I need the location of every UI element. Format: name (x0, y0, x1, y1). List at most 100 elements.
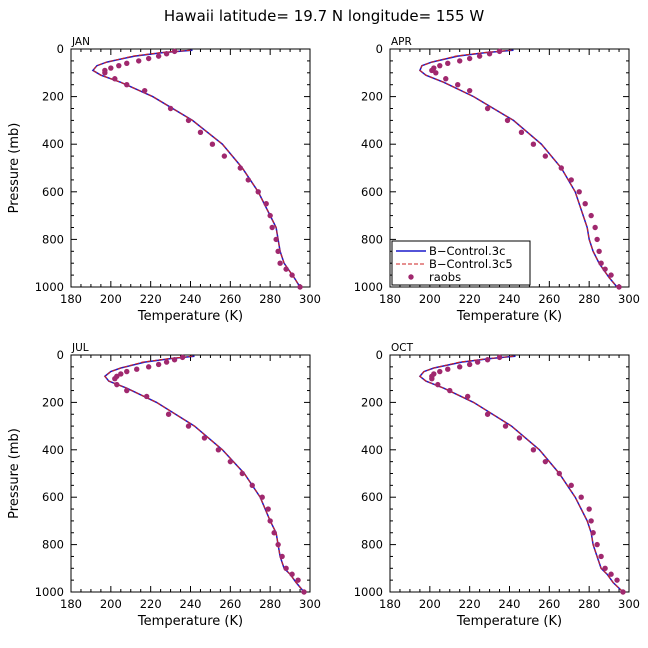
raobs-point (171, 48, 178, 55)
y-tick-label: 200 (361, 395, 383, 409)
raobs-point (185, 423, 192, 429)
raobs-point (484, 105, 491, 112)
raobs-point (269, 224, 275, 231)
raobs-point (588, 212, 594, 219)
raobs-point (124, 60, 130, 66)
y-tick-label: 600 (42, 490, 64, 504)
x-tick-label: 180 (379, 292, 401, 306)
figure-title: Hawaii latitude= 19.7 N longitude= 155 W (164, 7, 484, 25)
y-tick-label: 200 (42, 395, 64, 409)
x-tick-label: 280 (259, 597, 281, 611)
raobs-point (586, 506, 592, 512)
raobs-point (542, 153, 549, 159)
raobs-point (620, 589, 626, 595)
raobs-point (112, 76, 118, 82)
raobs-point (114, 381, 120, 388)
raobs-point (466, 87, 473, 94)
plot-frame (70, 354, 311, 593)
raobs-point (576, 189, 582, 195)
raobs-point (496, 48, 503, 55)
raobs-point (255, 189, 261, 195)
raobs-point (556, 470, 562, 477)
x-tick-label: 180 (60, 292, 82, 306)
raobs-point (179, 354, 186, 361)
y-tick-label: 200 (361, 90, 383, 104)
raobs-point (474, 359, 481, 365)
legend-raobs-marker (408, 274, 414, 280)
raobs-point (484, 357, 491, 363)
raobs-point (124, 387, 130, 394)
x-tick-label: 280 (578, 292, 600, 306)
raobs-point (112, 376, 118, 382)
panel-jan: 180 200 220 240 260 280 300 0 200 400 600 800 1000 Te… (7, 36, 321, 324)
x-tick-label: 260 (219, 292, 241, 306)
raobs-point (239, 470, 245, 477)
y-tick-label: 800 (361, 232, 383, 246)
raobs-point (568, 177, 574, 183)
x-tick-label: 220 (140, 292, 162, 306)
raobs-point (267, 212, 273, 219)
raobs-point (594, 541, 600, 548)
y-tick-label: 0 (376, 42, 383, 56)
x-tick-label: 280 (259, 292, 281, 306)
raobs-point (530, 447, 537, 453)
raobs-point (301, 589, 307, 595)
raobs-point (155, 53, 162, 59)
raobs-point (568, 482, 574, 489)
raobs-point (518, 129, 525, 135)
raobs-point (165, 411, 172, 417)
raobs-point (608, 272, 614, 278)
x-tick-label: 300 (299, 597, 321, 611)
x-tick-label: 200 (419, 597, 441, 611)
raobs-point (108, 65, 114, 71)
raobs-point (245, 177, 251, 183)
raobs-point (116, 62, 122, 69)
raobs-point (443, 76, 449, 82)
raobs-point (249, 482, 255, 489)
raobs-point (124, 82, 130, 88)
raobs-point (602, 565, 608, 571)
raobs-point (277, 260, 283, 266)
y-tick-label: 1000 (35, 280, 64, 294)
raobs-point (598, 260, 604, 266)
x-tick-label: 220 (459, 597, 481, 611)
x-tick-label: 200 (419, 292, 441, 306)
y-tick-label: 400 (42, 137, 64, 151)
raobs-point (295, 577, 301, 583)
raobs-point (437, 62, 443, 69)
raobs-point (171, 357, 178, 363)
raobs-point (602, 266, 608, 272)
raobs-point (496, 354, 503, 361)
raobs-point (155, 361, 162, 368)
raobs-point (209, 141, 216, 147)
raobs-point (433, 70, 439, 76)
raobs-point (558, 165, 564, 171)
y-tick-label: 800 (42, 232, 64, 246)
raobs-point (267, 518, 273, 524)
control-3c-line (91, 49, 301, 288)
x-tick-label: 300 (618, 292, 640, 306)
raobs-point (594, 236, 600, 243)
x-tick-label: 280 (578, 597, 600, 611)
y-tick-label: 0 (57, 348, 64, 362)
raobs-point (273, 236, 279, 243)
raobs-point (283, 565, 289, 571)
x-axis-label: Temperature (K) (137, 309, 243, 324)
plot-frame (389, 354, 630, 593)
x-tick-label: 200 (100, 292, 122, 306)
x-tick-label: 240 (499, 292, 521, 306)
control-3c5-line (104, 355, 305, 593)
raobs-point (141, 87, 148, 94)
raobs-point (502, 423, 509, 429)
raobs-point (136, 58, 142, 64)
raobs-point (608, 571, 614, 577)
x-tick-label: 180 (379, 597, 401, 611)
x-tick-label: 220 (459, 292, 481, 306)
raobs-point (259, 494, 265, 500)
control-3c5-line (419, 355, 624, 593)
panel-jul: 180 200 220 240 260 280 300 0 200 400 600 800 1000 Te… (7, 342, 321, 629)
raobs-point (530, 141, 537, 147)
raobs-point (437, 368, 443, 375)
raobs-point (516, 435, 523, 441)
